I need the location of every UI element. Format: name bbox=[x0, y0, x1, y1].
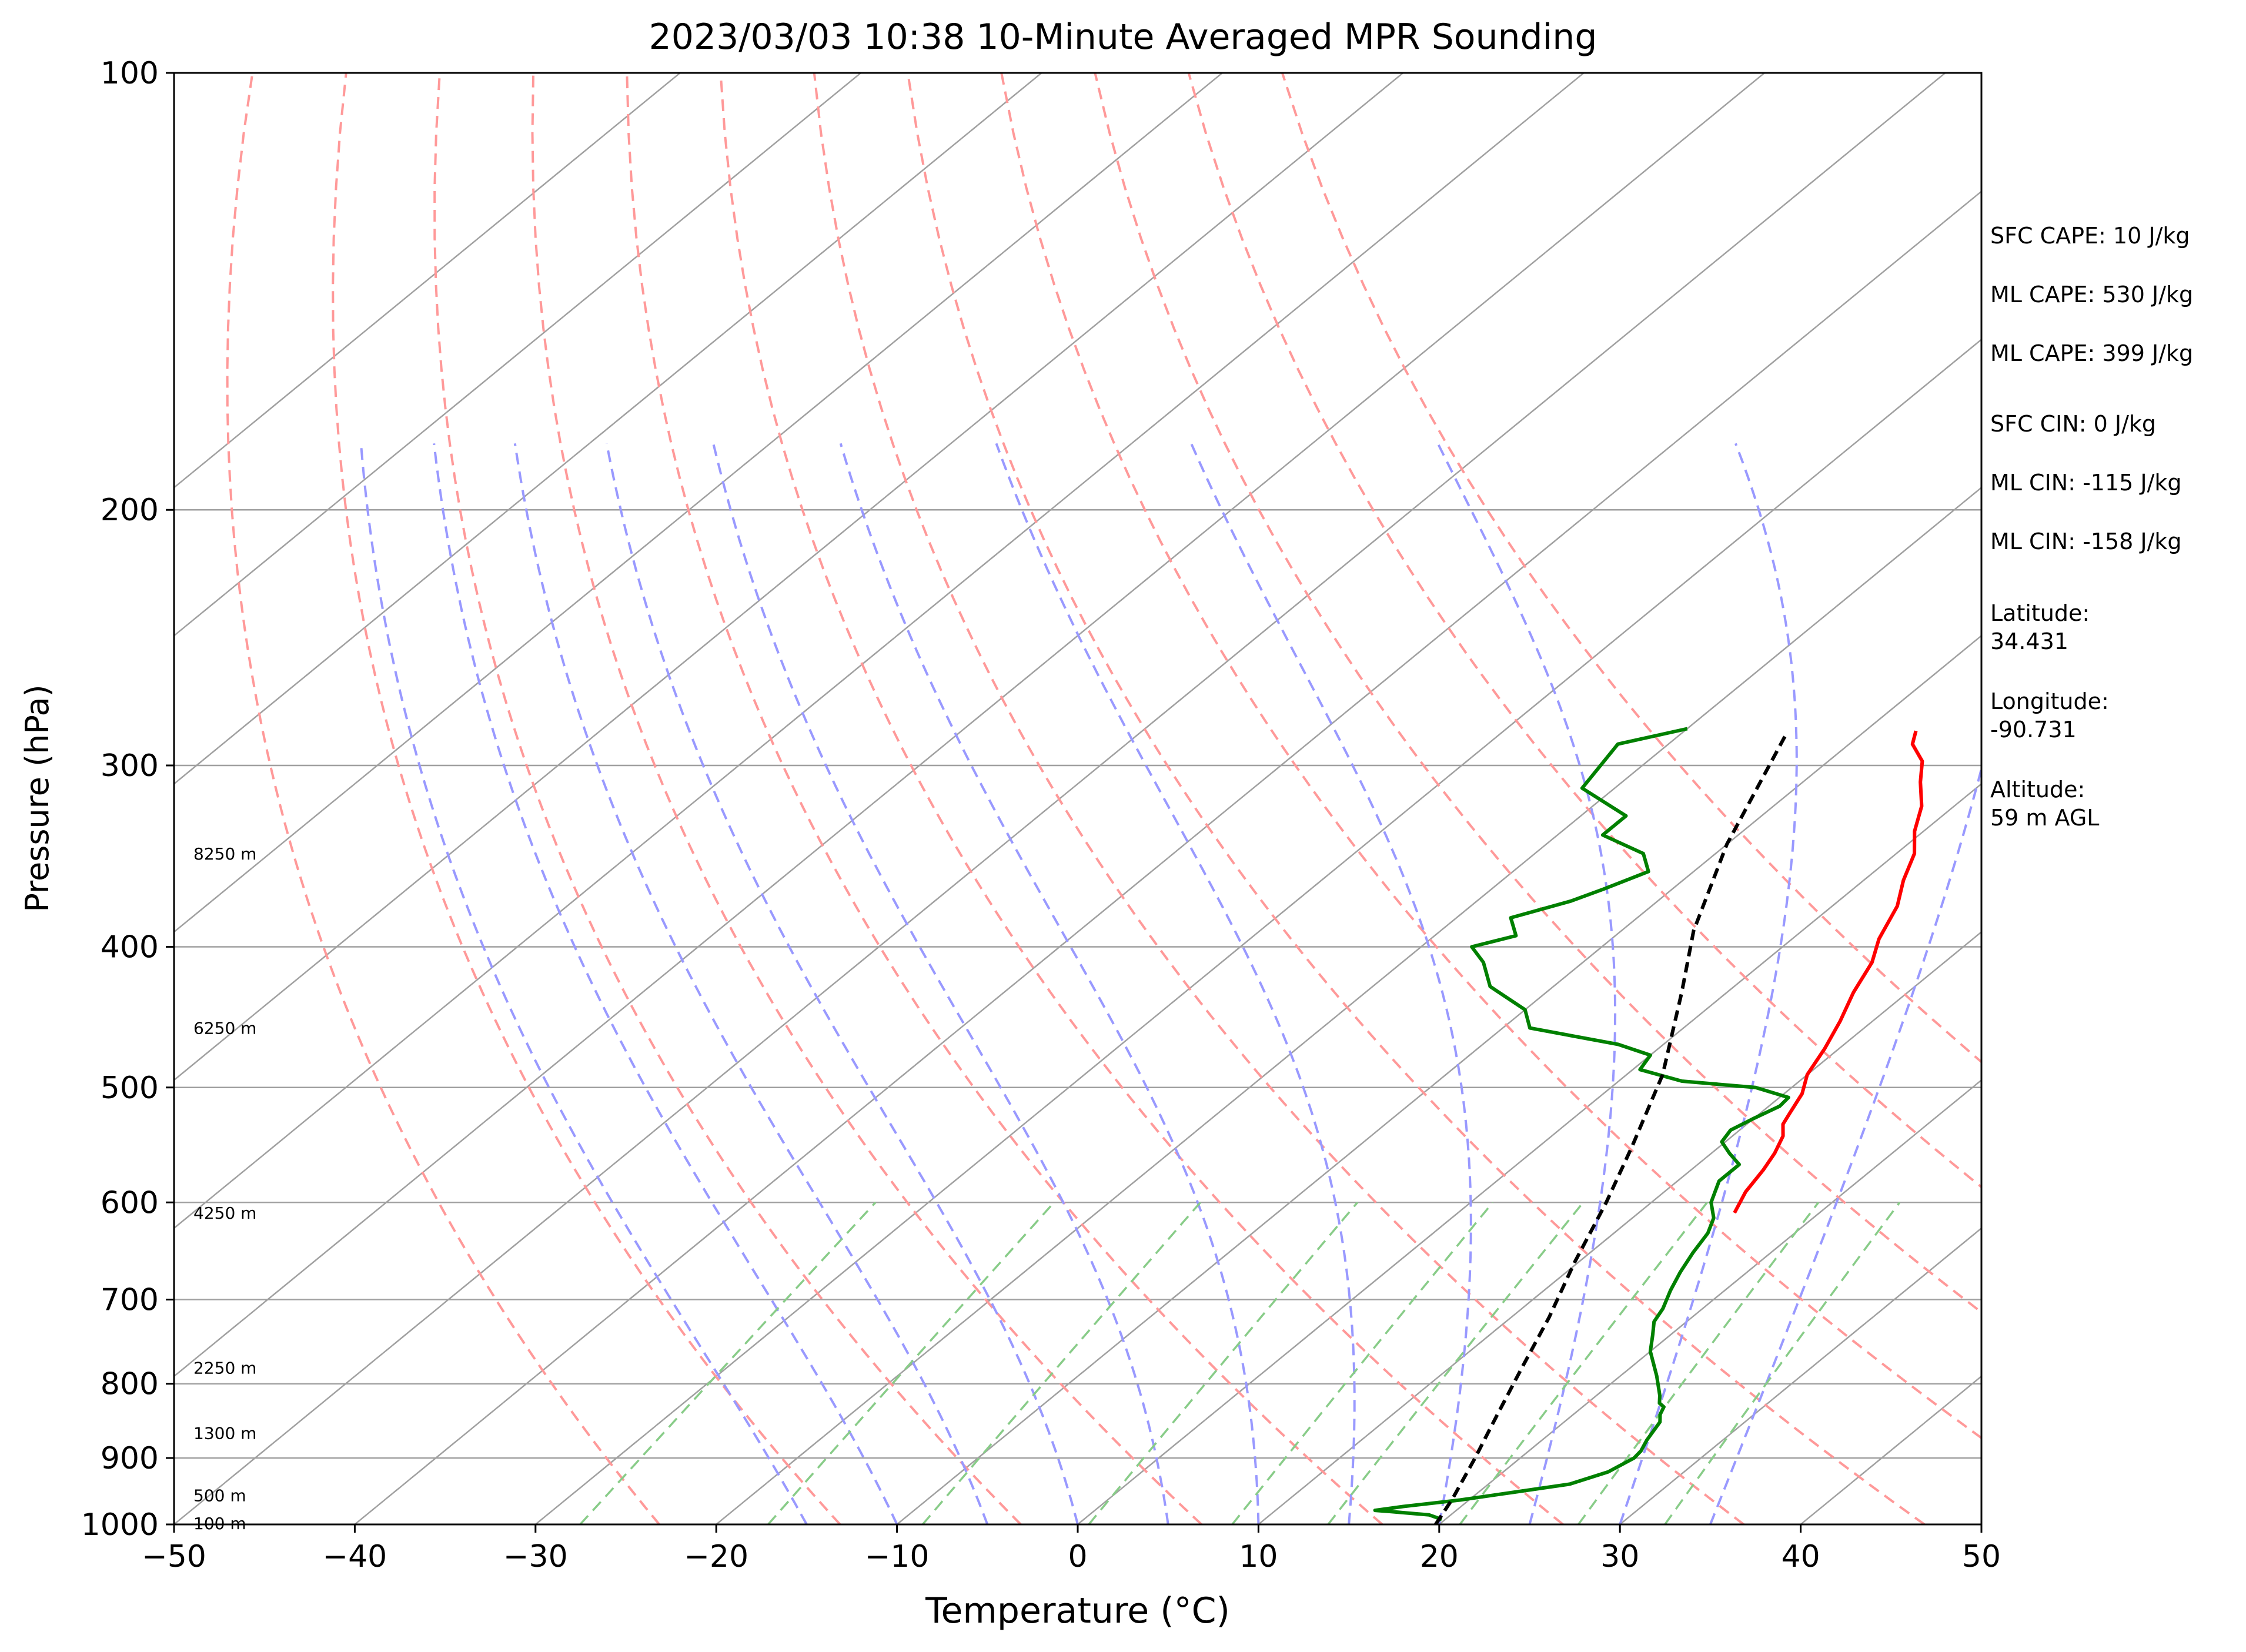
dry-adiabat-line bbox=[1281, 73, 1981, 1064]
dry-adiabat-line bbox=[226, 73, 660, 1524]
moist-adiabat-line bbox=[1190, 443, 1472, 1524]
latitude-text: Latitude: 34.431 bbox=[1990, 600, 2090, 654]
x-tick-label: 20 bbox=[1420, 1539, 1459, 1574]
y-axis-label: Pressure (hPa) bbox=[19, 684, 56, 912]
ml-cin-text-2: ML CIN: -158 J/kg bbox=[1990, 529, 2182, 554]
height-label: 100 m bbox=[193, 1514, 246, 1533]
isotherm-line bbox=[174, 73, 1042, 785]
ml-cin-text-1: ML CIN: -115 J/kg bbox=[1990, 470, 2182, 496]
mixing-ratio-line bbox=[1459, 1202, 1708, 1524]
y-tick-label: 500 bbox=[101, 1071, 159, 1106]
mixing-ratio-line bbox=[921, 1202, 1201, 1524]
isotherm-line bbox=[1258, 931, 1981, 1524]
y-tick-label: 900 bbox=[101, 1441, 159, 1476]
background-lines bbox=[174, 73, 1981, 1524]
isotherm-line bbox=[174, 73, 1765, 1377]
y-tick-label: 100 bbox=[101, 56, 159, 91]
height-label: 6250 m bbox=[193, 1019, 256, 1038]
y-tick-label: 300 bbox=[101, 748, 159, 784]
isotherm-line bbox=[1800, 1375, 1981, 1524]
isotherm-line bbox=[174, 73, 1585, 1229]
isotherm-line bbox=[1077, 782, 1981, 1524]
sfc-cape-text: SFC CAPE: 10 J/kg bbox=[1990, 223, 2190, 249]
moist-adiabat-line bbox=[1709, 764, 1981, 1524]
dry-adiabat-line bbox=[1094, 73, 1981, 1314]
height-label: 8250 m bbox=[193, 844, 256, 864]
isotherm-line bbox=[1439, 1079, 1981, 1524]
dry-adiabat-line bbox=[907, 73, 1926, 1524]
x-tick-label: 0 bbox=[1068, 1539, 1087, 1574]
isotherm-line bbox=[174, 73, 1223, 933]
dewpoint-trace bbox=[1373, 727, 1790, 1521]
mixing-ratio-line bbox=[1231, 1202, 1494, 1524]
x-tick-label: −10 bbox=[865, 1539, 930, 1574]
mixing-ratio-line bbox=[767, 1202, 1055, 1524]
temperature-trace bbox=[1733, 730, 1924, 1214]
dry-adiabat-line bbox=[813, 73, 1745, 1524]
altitude-text: Altitude: 59 m AGL bbox=[1990, 777, 2100, 831]
dry-adiabat-line bbox=[1187, 73, 1981, 1189]
longitude-text: Longitude: -90.731 bbox=[1990, 688, 2109, 743]
x-axis-label: Temperature (°C) bbox=[925, 1590, 1230, 1631]
y-tick-label: 200 bbox=[101, 493, 159, 528]
x-tick-label: −30 bbox=[503, 1539, 568, 1574]
isotherm-line bbox=[1619, 1227, 1981, 1524]
moist-adiabat-line bbox=[359, 443, 808, 1524]
x-tick-label: −40 bbox=[323, 1539, 387, 1574]
isotherm-line bbox=[174, 73, 1946, 1524]
moist-adiabat-line bbox=[1436, 443, 1617, 1524]
parcel-trace bbox=[1434, 732, 1789, 1524]
y-tick-label: 600 bbox=[101, 1185, 159, 1220]
y-tick-label: 400 bbox=[101, 929, 159, 965]
height-label: 2250 m bbox=[193, 1359, 256, 1378]
moist-adiabat-line bbox=[513, 443, 989, 1524]
height-label: 500 m bbox=[193, 1486, 246, 1506]
y-tick-label: 800 bbox=[101, 1367, 159, 1402]
y-tick-label: 1000 bbox=[81, 1507, 159, 1543]
dry-adiabat-line bbox=[332, 73, 841, 1524]
dry-adiabat-line bbox=[433, 73, 1022, 1524]
sfc-cin-text: SFC CIN: 0 J/kg bbox=[1990, 411, 2157, 437]
moist-adiabat-line bbox=[1619, 443, 1798, 1524]
mixing-ratio-line bbox=[1577, 1202, 1820, 1524]
ml-cape-text-1: ML CAPE: 530 J/kg bbox=[1990, 282, 2194, 307]
x-tick-label: 40 bbox=[1782, 1539, 1820, 1574]
dry-adiabat-line bbox=[626, 73, 1383, 1524]
dry-adiabat-line bbox=[719, 73, 1564, 1524]
x-tick-label: −20 bbox=[684, 1539, 748, 1574]
x-tick-label: 50 bbox=[1962, 1539, 2001, 1574]
dry-adiabat-line bbox=[531, 73, 1202, 1524]
moist-adiabat-line bbox=[995, 443, 1356, 1524]
isotherm-line bbox=[896, 634, 1981, 1524]
ml-cape-text-2: ML CAPE: 399 J/kg bbox=[1990, 340, 2194, 366]
height-label: 1300 m bbox=[193, 1423, 256, 1443]
height-label: 4250 m bbox=[193, 1203, 256, 1223]
moist-adiabat-line bbox=[839, 443, 1260, 1524]
sounding-traces bbox=[1373, 727, 1924, 1524]
isotherm-line bbox=[716, 486, 1981, 1524]
dry-adiabat-line bbox=[1000, 73, 1981, 1440]
axes: −50 −40 −30 −20 −10 0 10 20 30 40 50 1000 900 800 700 6… bbox=[81, 56, 2001, 1574]
x-tick-label: 30 bbox=[1600, 1539, 1639, 1574]
chart-title: 2023/03/03 10:38 10-Minute Averaged MPR … bbox=[649, 16, 1597, 58]
mixing-ratio-line bbox=[1664, 1202, 1901, 1524]
moist-adiabat-line bbox=[433, 443, 898, 1524]
isotherm-line bbox=[354, 190, 1981, 1524]
moist-adiabat-line bbox=[712, 443, 1169, 1524]
isotherm-line bbox=[174, 73, 1404, 1081]
x-tick-label: −50 bbox=[142, 1539, 206, 1574]
isotherm-line bbox=[535, 338, 1981, 1524]
mixing-ratio-line bbox=[1327, 1202, 1584, 1524]
moist-adiabat-line bbox=[605, 443, 1079, 1524]
y-tick-label: 700 bbox=[101, 1283, 159, 1318]
mixing-ratio-line bbox=[579, 1202, 877, 1524]
x-tick-label: 10 bbox=[1239, 1539, 1278, 1574]
